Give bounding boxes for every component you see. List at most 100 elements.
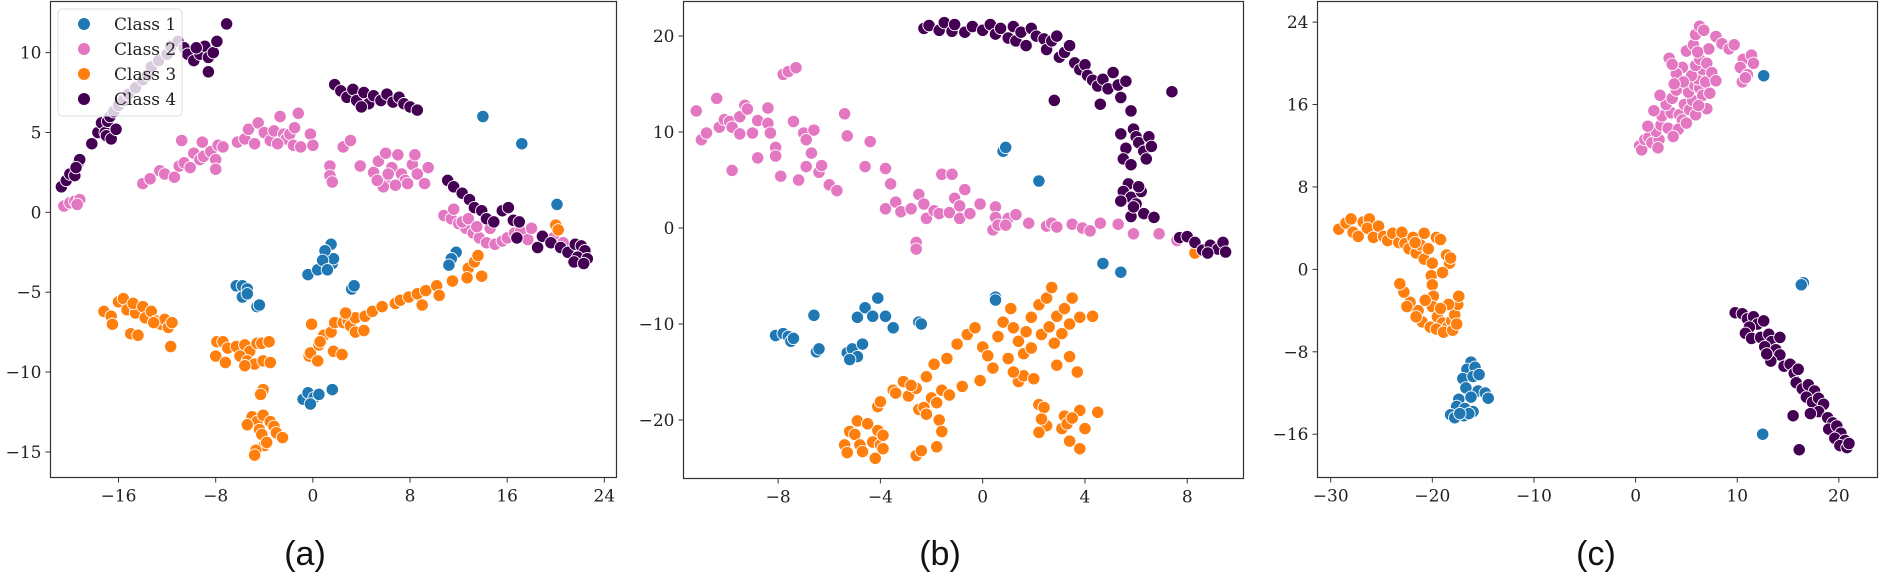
- x-tick-label: 10: [1726, 487, 1748, 507]
- data-point: [357, 323, 371, 338]
- data-point: [303, 127, 318, 141]
- data-point: [343, 133, 358, 148]
- points-a: [54, 17, 594, 462]
- data-point: [996, 315, 1010, 329]
- data-point: [1096, 256, 1110, 271]
- data-point: [791, 173, 806, 187]
- x-tick-label: 24: [594, 487, 616, 507]
- data-point: [1421, 242, 1435, 256]
- data-point: [774, 169, 788, 183]
- data-point: [247, 137, 262, 151]
- series-class-4-b: [917, 15, 1233, 260]
- x-tick-label: 0: [307, 487, 318, 507]
- data-point: [240, 287, 254, 301]
- data-point: [986, 361, 1000, 375]
- data-point: [963, 206, 977, 221]
- y-ticks-b: 20 10 0 −10 −20: [639, 27, 684, 431]
- x-tick-label: −8: [203, 487, 228, 507]
- data-point: [1132, 180, 1146, 194]
- data-point: [388, 178, 403, 192]
- y-ticks-a: 10 5 0 −5 −10 −15: [6, 44, 51, 463]
- data-point: [291, 106, 305, 120]
- data-point: [391, 148, 405, 162]
- data-point: [786, 331, 801, 346]
- data-point: [346, 82, 360, 97]
- data-point: [1065, 411, 1079, 425]
- data-point: [840, 129, 854, 143]
- data-point: [1703, 86, 1717, 100]
- legend-label-class-1: Class 1: [114, 15, 176, 35]
- data-point: [240, 418, 254, 432]
- legend-label-class-4: Class 4: [114, 90, 176, 110]
- data-point: [973, 373, 987, 388]
- y-tick-label: 16: [1287, 96, 1309, 116]
- data-point: [1344, 212, 1358, 226]
- data-point: [105, 317, 120, 331]
- data-point: [1037, 400, 1051, 415]
- data-point: [1001, 351, 1015, 366]
- data-point: [1065, 291, 1079, 305]
- data-point: [1400, 299, 1414, 314]
- data-point: [1395, 225, 1409, 239]
- data-point: [109, 122, 123, 136]
- data-point: [1443, 251, 1458, 265]
- data-point: [930, 396, 944, 410]
- data-point: [131, 328, 145, 342]
- data-point: [1791, 362, 1805, 376]
- data-point: [335, 347, 349, 362]
- data-point: [981, 349, 995, 363]
- data-point: [303, 397, 318, 411]
- data-point: [147, 315, 161, 330]
- data-point: [858, 159, 872, 174]
- data-point: [1435, 265, 1450, 280]
- data-point: [917, 197, 931, 211]
- data-point: [1147, 210, 1161, 225]
- data-point: [1201, 246, 1215, 260]
- data-point: [804, 146, 819, 160]
- data-point: [1653, 88, 1667, 102]
- data-point: [878, 309, 893, 323]
- data-point: [904, 378, 918, 393]
- data-point: [848, 427, 862, 442]
- data-point: [914, 444, 928, 458]
- data-point: [442, 258, 456, 272]
- data-point: [400, 176, 415, 191]
- data-point: [999, 218, 1013, 232]
- data-point: [524, 221, 539, 235]
- series-class-1-b: [768, 140, 1128, 367]
- data-point: [947, 17, 962, 32]
- data-point: [209, 349, 223, 363]
- legend-entry-class-3: Class 3: [78, 65, 176, 85]
- caption-c: (c): [1576, 535, 1616, 573]
- data-point: [1078, 421, 1092, 436]
- y-tick-label: −10: [6, 363, 42, 383]
- y-tick-label: 0: [1298, 260, 1309, 280]
- data-point: [763, 126, 778, 140]
- data-point: [1464, 390, 1478, 404]
- data-point: [287, 121, 302, 135]
- data-point: [273, 109, 287, 124]
- series-class-4-c: [1728, 306, 1856, 457]
- data-point: [1019, 325, 1033, 339]
- data-point: [945, 167, 959, 181]
- data-point: [241, 122, 256, 136]
- data-point: [935, 424, 949, 439]
- data-point: [325, 382, 339, 397]
- data-point: [799, 133, 813, 147]
- data-point: [415, 298, 429, 312]
- x-tick-label: 4: [1080, 488, 1091, 508]
- data-point: [1019, 38, 1033, 53]
- data-point: [1760, 347, 1774, 361]
- data-point: [953, 199, 967, 213]
- panel-a: −16 −8 0 8 16 24 10 5 0 −5 −10 −15 (a): [6, 0, 618, 573]
- data-point: [993, 21, 1008, 36]
- y-tick-label: 0: [664, 219, 675, 239]
- legend-label-class-3: Class 3: [114, 65, 176, 85]
- data-point: [1702, 42, 1716, 56]
- series-class-3-c: [1332, 212, 1466, 339]
- data-point: [1481, 391, 1495, 405]
- data-point: [850, 310, 865, 324]
- data-point: [1062, 349, 1077, 364]
- data-point: [1409, 310, 1423, 324]
